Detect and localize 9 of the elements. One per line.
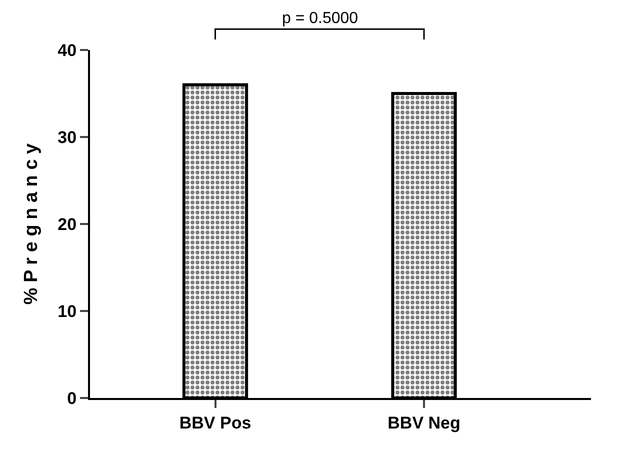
y-tick-label: 20	[58, 214, 77, 234]
text: p = 0.5000	[282, 10, 358, 27]
y-tick-label: 40	[58, 40, 77, 60]
y-tick-label: 30	[58, 128, 77, 147]
x-tick-label: BBV Pos	[179, 413, 252, 432]
x-tick-label: BBV Neg	[388, 413, 460, 432]
y-tick-label: 10	[58, 302, 77, 321]
y-axis-title: % P r e g n a n c y	[21, 142, 42, 305]
y-tick-label: 0	[67, 388, 77, 408]
